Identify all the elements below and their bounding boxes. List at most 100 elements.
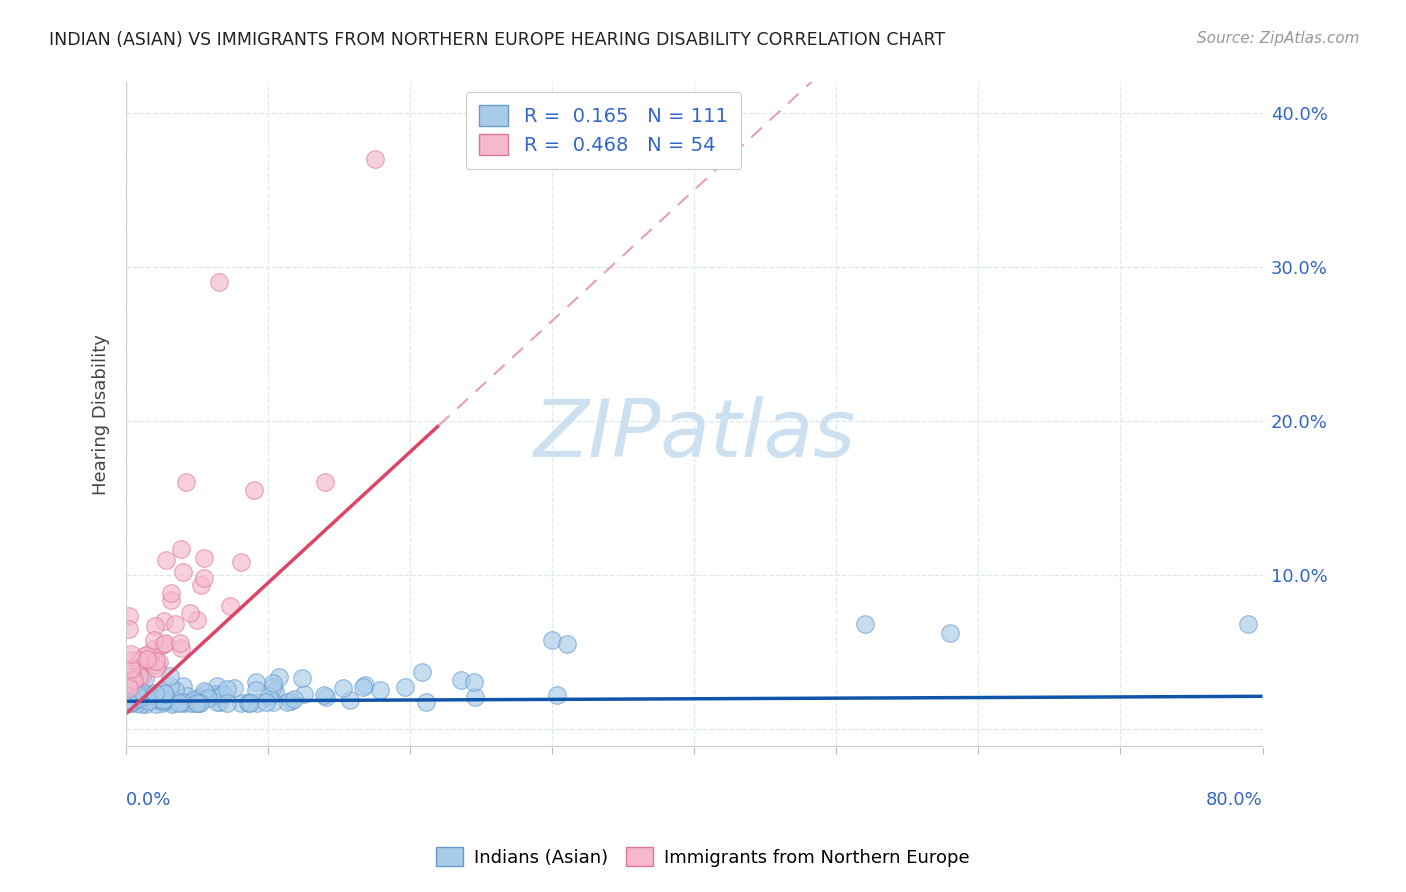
Point xyxy=(262,695,284,709)
Point xyxy=(122,694,145,708)
Point xyxy=(117,673,139,688)
Text: INDIAN (ASIAN) VS IMMIGRANTS FROM NORTHERN EUROPE HEARING DISABILITY CORRELATION: INDIAN (ASIAN) VS IMMIGRANTS FROM NORTHE… xyxy=(49,31,945,49)
Point xyxy=(170,541,193,556)
Point xyxy=(853,617,876,632)
Point xyxy=(155,691,177,706)
Point xyxy=(120,691,142,706)
Point xyxy=(148,656,170,670)
Point xyxy=(245,674,267,689)
Point xyxy=(188,696,211,710)
Point xyxy=(142,641,165,656)
Point xyxy=(128,690,150,705)
Point xyxy=(131,669,153,683)
Point xyxy=(152,697,174,711)
Point xyxy=(354,678,377,692)
Point xyxy=(117,673,139,687)
Point xyxy=(145,661,167,675)
Point xyxy=(153,637,176,651)
Point xyxy=(186,696,208,710)
Point xyxy=(143,632,166,647)
Point xyxy=(118,694,141,708)
Point xyxy=(262,680,284,694)
Point xyxy=(183,696,205,710)
Point xyxy=(179,696,201,710)
Point xyxy=(332,681,354,696)
Point xyxy=(194,686,217,700)
Point xyxy=(143,619,166,633)
Point xyxy=(117,692,139,706)
Text: 0.0%: 0.0% xyxy=(127,790,172,809)
Point xyxy=(364,152,387,166)
Point xyxy=(205,695,228,709)
Point xyxy=(134,648,156,663)
Point xyxy=(541,632,564,647)
Point xyxy=(208,690,231,704)
Point xyxy=(283,691,305,706)
Point xyxy=(150,638,173,652)
Point xyxy=(193,551,215,566)
Point xyxy=(143,686,166,700)
Point xyxy=(188,690,211,705)
Point xyxy=(145,697,167,711)
Point xyxy=(239,696,262,710)
Point xyxy=(149,688,172,702)
Point xyxy=(117,675,139,690)
Point xyxy=(155,692,177,706)
Point xyxy=(153,614,176,628)
Point xyxy=(153,635,176,649)
Point xyxy=(125,696,148,710)
Point xyxy=(128,653,150,667)
Point xyxy=(120,647,142,661)
Point xyxy=(139,654,162,668)
Point xyxy=(450,673,472,687)
Point xyxy=(188,696,211,710)
Point xyxy=(245,683,267,698)
Point xyxy=(160,586,183,600)
Point xyxy=(207,275,229,289)
Point xyxy=(163,617,186,632)
Point xyxy=(218,599,240,614)
Point xyxy=(217,682,239,697)
Point xyxy=(135,693,157,707)
Point xyxy=(118,696,141,710)
Point xyxy=(314,475,336,490)
Point xyxy=(131,684,153,698)
Point xyxy=(150,688,173,702)
Point xyxy=(352,680,374,694)
Point xyxy=(132,686,155,700)
Point xyxy=(1237,617,1260,632)
Point xyxy=(138,690,160,704)
Text: Source: ZipAtlas.com: Source: ZipAtlas.com xyxy=(1197,31,1360,46)
Point xyxy=(128,658,150,673)
Point xyxy=(315,690,337,704)
Point xyxy=(243,483,266,498)
Point xyxy=(411,665,433,680)
Point xyxy=(121,696,143,710)
Point xyxy=(128,687,150,701)
Point xyxy=(127,655,149,669)
Point xyxy=(149,687,172,701)
Point xyxy=(127,689,149,703)
Point xyxy=(209,695,232,709)
Point xyxy=(145,658,167,673)
Point xyxy=(238,697,260,711)
Point xyxy=(129,697,152,711)
Point xyxy=(134,671,156,685)
Point xyxy=(124,681,146,696)
Point xyxy=(291,672,314,686)
Point xyxy=(121,667,143,681)
Point xyxy=(238,695,260,709)
Point xyxy=(463,675,485,690)
Point xyxy=(135,688,157,702)
Point xyxy=(170,641,193,656)
Point xyxy=(121,694,143,708)
Point xyxy=(179,607,201,621)
Point xyxy=(224,681,246,695)
Legend: R =  0.165   N = 111, R =  0.468   N = 54: R = 0.165 N = 111, R = 0.468 N = 54 xyxy=(465,92,741,169)
Point xyxy=(215,696,238,710)
Point xyxy=(148,692,170,706)
Point xyxy=(152,694,174,708)
Point xyxy=(152,693,174,707)
Point xyxy=(231,555,253,569)
Point xyxy=(135,697,157,711)
